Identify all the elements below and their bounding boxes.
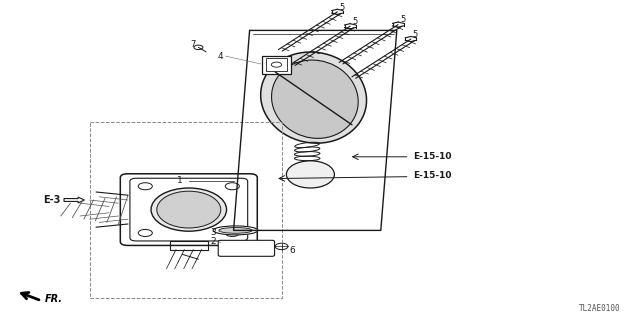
- FancyBboxPatch shape: [130, 178, 248, 241]
- Circle shape: [225, 183, 239, 190]
- Text: 5: 5: [413, 30, 418, 39]
- FancyBboxPatch shape: [120, 174, 257, 245]
- Circle shape: [138, 229, 152, 236]
- Text: 3: 3: [210, 228, 216, 237]
- Text: 7: 7: [191, 40, 196, 49]
- FancyArrow shape: [64, 197, 84, 203]
- Text: E-15-10: E-15-10: [413, 171, 451, 180]
- Ellipse shape: [219, 228, 252, 233]
- Text: 5: 5: [400, 15, 405, 24]
- Ellipse shape: [213, 226, 258, 235]
- Ellipse shape: [260, 52, 367, 143]
- Ellipse shape: [271, 60, 358, 138]
- Ellipse shape: [151, 188, 227, 231]
- Circle shape: [225, 229, 239, 236]
- Bar: [266, 58, 287, 71]
- Text: 4: 4: [217, 52, 223, 60]
- Text: E-15-10: E-15-10: [413, 152, 451, 161]
- Text: 6: 6: [289, 246, 295, 255]
- Ellipse shape: [287, 161, 334, 188]
- Text: FR.: FR.: [45, 294, 63, 304]
- Circle shape: [138, 183, 152, 190]
- Text: TL2AE0100: TL2AE0100: [579, 304, 621, 313]
- Text: 5: 5: [339, 3, 344, 12]
- FancyBboxPatch shape: [218, 240, 275, 256]
- Text: 2: 2: [210, 237, 216, 246]
- Circle shape: [194, 45, 203, 50]
- Text: 5: 5: [352, 17, 357, 26]
- Ellipse shape: [157, 191, 221, 228]
- Bar: [262, 56, 291, 74]
- Circle shape: [275, 243, 288, 250]
- Text: 1: 1: [177, 176, 182, 185]
- Text: E-3: E-3: [44, 195, 61, 205]
